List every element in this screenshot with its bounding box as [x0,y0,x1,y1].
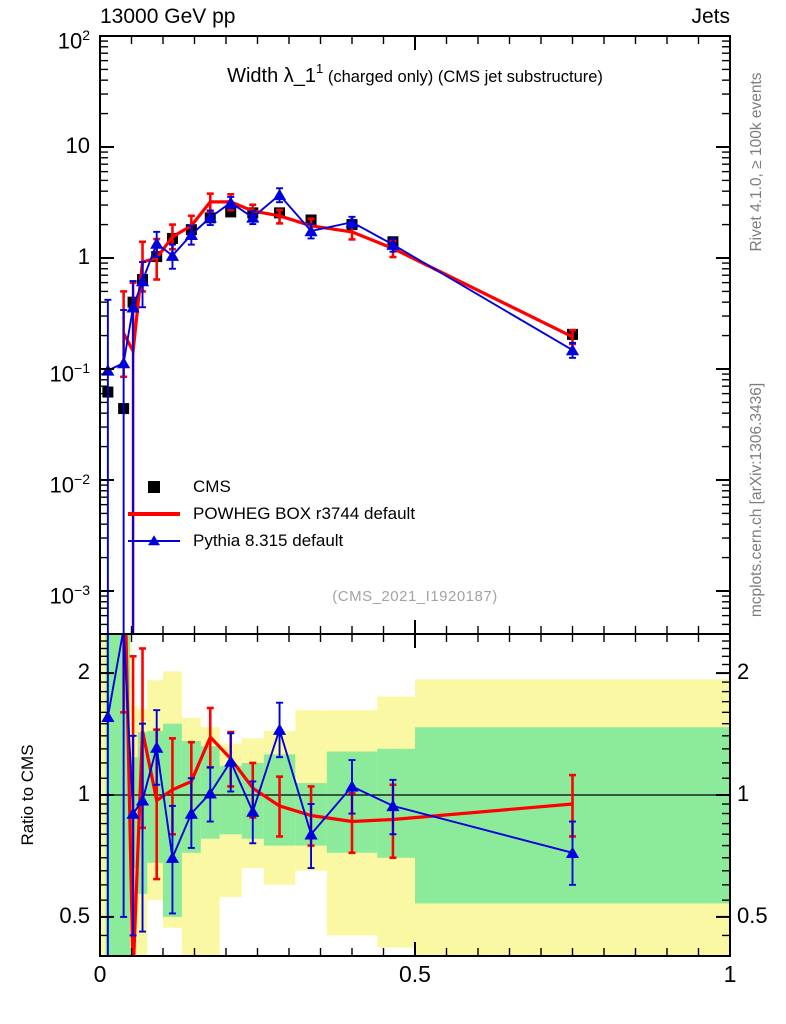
y-axis-label-main-5: 10−3 [49,582,90,609]
x-axis-label-2: 1 [723,961,737,987]
legend-label-powheg: POWHEG BOX r3744 default [193,503,416,523]
x-axis-label-1: 0.5 [399,961,431,987]
ratio-uncertainty-bands [100,634,730,956]
ratio-panel-frame [99,633,731,957]
plot-title: Width λ_11 (charged only) (CMS jet subst… [100,61,730,88]
rivet-version-note: Rivet 4.1.0, ≥ 100k events [748,72,765,252]
ratio-axis-label-right-2: 0.5 [737,902,768,928]
legend-item-pythia: Pythia 8.315 default [128,527,415,554]
powheg-line-marker-icon [128,511,180,516]
legend-item-cms: CMS [128,473,415,500]
analysis-id-watermark: (CMS_2021_I1920187) [332,588,498,605]
plot-title-superscript: 1 [316,61,324,76]
y-axis-label-main-0: 102 [57,27,90,54]
y-axis-label-main-1: 10 [65,133,90,158]
legend-label-cms: CMS [193,476,231,496]
cms-square-marker-icon [128,480,180,493]
plot-title-detail: (charged only) (CMS jet substructure) [323,68,603,86]
x-axis-label-0: 0 [93,961,107,987]
legend-label-pythia: Pythia 8.315 default [193,530,344,550]
y-axis-label-main-4: 10−2 [49,471,90,498]
analysis-group-label: Jets [691,5,730,28]
pythia-triangle-marker-icon [128,534,180,545]
ratio-axis-label-left-2: 0.5 [59,902,90,928]
ratio-axis-label-left-0: 2 [77,659,90,685]
y-axis-label-main-3: 10−1 [49,360,90,387]
plot-title-main: Width λ_1 [227,65,316,87]
y-axis-label-main-2: 1 [77,244,90,269]
pythia-ratio-curve [101,634,580,956]
legend-item-powheg: POWHEG BOX r3744 default [128,500,415,527]
pythia-curve [101,187,580,634]
powheg-curve [120,192,576,634]
ratio-axis-label-left-1: 1 [77,781,90,806]
beam-energy-label: 13000 GeV pp [100,5,236,28]
ratio-axis-label-right-1: 1 [737,781,750,806]
ratio-axis-label-right-0: 2 [737,659,750,685]
mcplots-arxiv-note: mcplots.cern.ch [arXiv:1306.3436] [748,382,765,618]
legend: CMS POWHEG BOX r3744 default Pythia 8.31… [128,473,415,554]
